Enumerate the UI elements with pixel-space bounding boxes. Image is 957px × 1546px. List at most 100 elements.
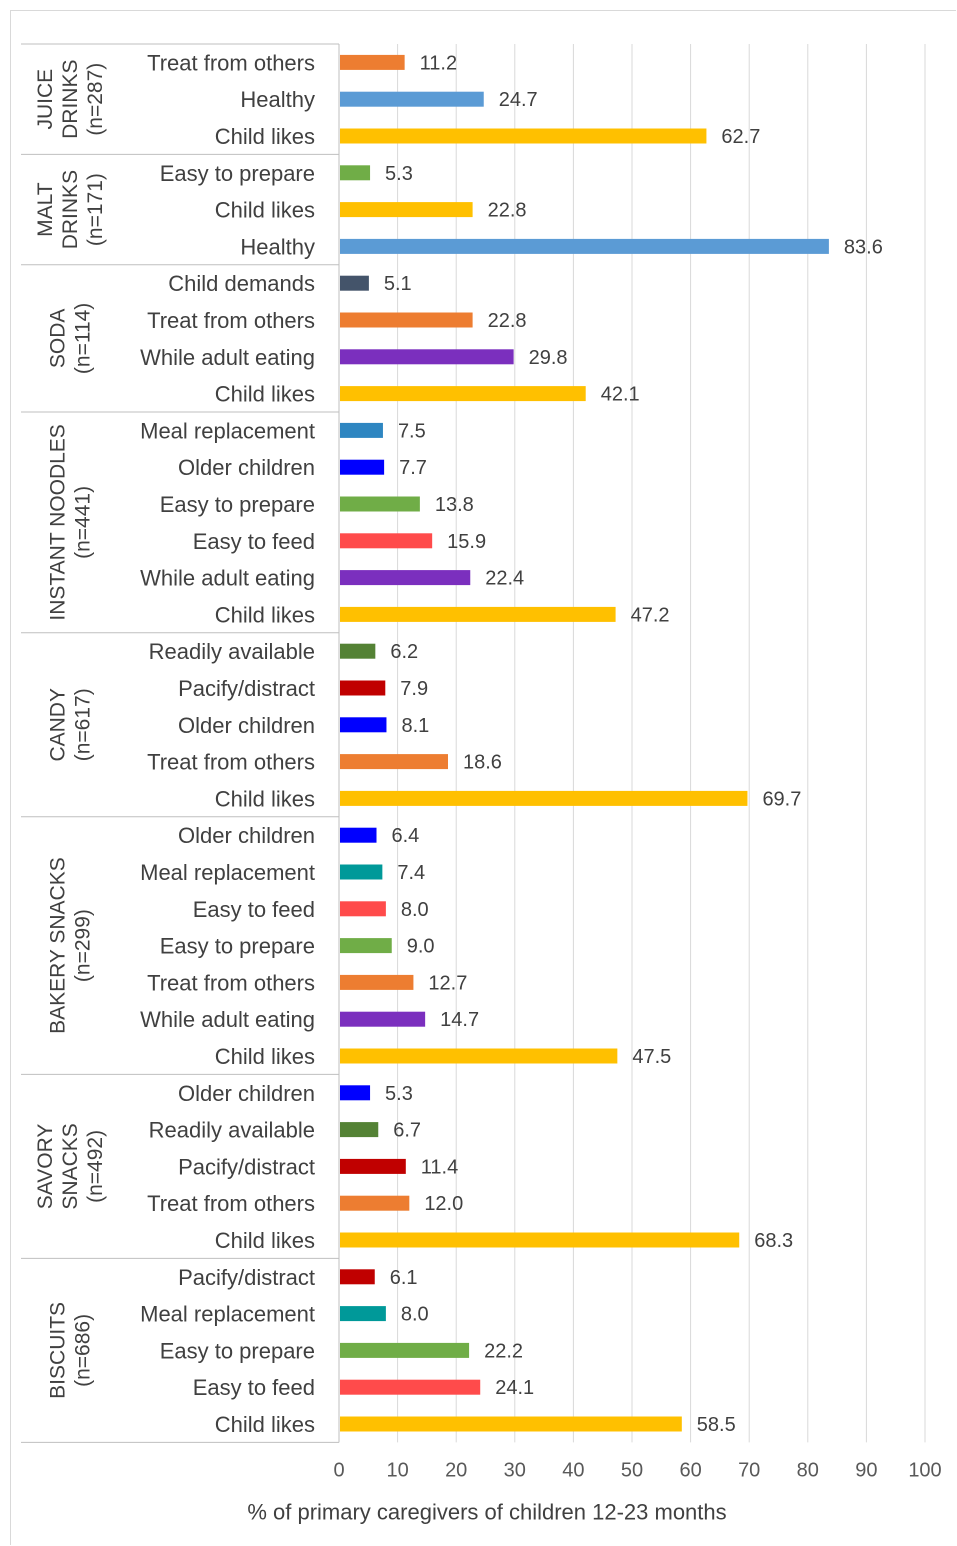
value-label: 7.5 bbox=[398, 420, 426, 442]
value-label: 22.4 bbox=[485, 568, 524, 590]
labels: 0 10 20 30 40 50 60 70 80 90 100JUICEDRINKS(n=287)… bbox=[34, 50, 942, 1481]
bar bbox=[340, 827, 377, 843]
category-label: Older children bbox=[178, 1081, 315, 1106]
category-label: Treat from others bbox=[147, 50, 315, 75]
bar bbox=[340, 754, 448, 770]
x-tick-label: 20 bbox=[445, 1459, 467, 1481]
value-label: 6.1 bbox=[390, 1267, 418, 1289]
value-label: 12.0 bbox=[424, 1193, 463, 1215]
category-label: While adult eating bbox=[140, 345, 315, 370]
category-label: Healthy bbox=[240, 87, 315, 112]
group-label-line: DRINKS bbox=[59, 170, 82, 249]
x-tick-label: 60 bbox=[679, 1459, 701, 1481]
value-label: 15.9 bbox=[447, 531, 486, 553]
group-label-line: (n=299) bbox=[72, 909, 95, 982]
value-label: 69.7 bbox=[762, 788, 801, 810]
x-tick-label: 70 bbox=[738, 1459, 760, 1481]
value-label: 11.4 bbox=[421, 1156, 458, 1178]
x-tick-label: 50 bbox=[621, 1459, 643, 1481]
bar bbox=[340, 606, 616, 622]
value-label: 8.0 bbox=[401, 899, 429, 921]
value-label: 24.1 bbox=[495, 1377, 534, 1399]
value-label: 42.1 bbox=[601, 384, 640, 406]
category-label: Pacify/distract bbox=[178, 1265, 315, 1290]
bar bbox=[340, 496, 420, 512]
category-label: Child likes bbox=[215, 786, 315, 811]
category-label: Child likes bbox=[215, 1044, 315, 1069]
value-label: 13.8 bbox=[435, 494, 474, 516]
value-label: 29.8 bbox=[529, 347, 568, 369]
group-label-line: (n=114) bbox=[72, 303, 95, 374]
value-label: 22.2 bbox=[484, 1340, 523, 1362]
group-label-line: (n=287) bbox=[84, 63, 107, 136]
value-label: 68.3 bbox=[754, 1230, 793, 1252]
bar bbox=[340, 1122, 379, 1138]
category-label: Pacify/distract bbox=[178, 1154, 315, 1179]
group-label: SODA(n=114) bbox=[47, 303, 95, 374]
category-label: Treat from others bbox=[147, 970, 315, 995]
group-label: JUICEDRINKS(n=287) bbox=[34, 60, 107, 139]
value-label: 11.2 bbox=[420, 52, 457, 74]
category-label: Treat from others bbox=[147, 308, 315, 333]
bar bbox=[340, 275, 369, 291]
category-label: Child likes bbox=[215, 1228, 315, 1253]
bar bbox=[340, 1306, 386, 1322]
bar bbox=[340, 864, 383, 880]
bar bbox=[340, 1379, 481, 1395]
x-tick-label: 10 bbox=[386, 1459, 408, 1481]
value-label: 62.7 bbox=[721, 126, 760, 148]
group-label-line: (n=617) bbox=[72, 688, 95, 761]
bar bbox=[340, 459, 385, 475]
x-tick-label: 0 bbox=[333, 1459, 344, 1481]
group-label-line: CANDY bbox=[47, 688, 70, 762]
bar bbox=[340, 128, 707, 144]
category-label: Treat from others bbox=[147, 750, 315, 775]
bar bbox=[340, 54, 405, 70]
value-label: 6.7 bbox=[393, 1120, 421, 1142]
value-label: 5.3 bbox=[385, 163, 413, 185]
x-tick-label: 100 bbox=[908, 1459, 941, 1481]
category-label: Older children bbox=[178, 455, 315, 480]
group-label-line: SNACKS bbox=[59, 1123, 82, 1209]
bar bbox=[340, 1195, 410, 1211]
group-label: INSTANT NOODLES(n=441) bbox=[47, 424, 95, 620]
group-dividers bbox=[21, 43, 340, 1443]
bar bbox=[340, 901, 386, 917]
bar bbox=[340, 938, 392, 954]
group-label-line: DRINKS bbox=[59, 60, 82, 139]
bar bbox=[340, 422, 383, 438]
bar bbox=[340, 533, 433, 549]
category-label: While adult eating bbox=[140, 1007, 315, 1032]
category-label: Meal replacement bbox=[140, 860, 315, 885]
value-label: 47.5 bbox=[632, 1046, 671, 1068]
bar bbox=[340, 1416, 682, 1432]
group-label-line: (n=492) bbox=[84, 1130, 107, 1203]
bar bbox=[340, 680, 386, 696]
category-label: Easy to prepare bbox=[160, 1338, 315, 1363]
bar bbox=[340, 1232, 740, 1248]
category-label: Child likes bbox=[215, 602, 315, 627]
x-axis-title: % of primary caregivers of children 12-2… bbox=[247, 1499, 726, 1524]
category-label: Easy to prepare bbox=[160, 492, 315, 517]
group-label: MALTDRINKS(n=171) bbox=[34, 170, 107, 249]
bar bbox=[340, 238, 829, 254]
category-label: Easy to feed bbox=[193, 529, 315, 554]
category-label: Child likes bbox=[215, 198, 315, 223]
category-label: Treat from others bbox=[147, 1191, 315, 1216]
group-label-line: BAKERY SNACKS bbox=[47, 857, 70, 1034]
x-tick-label: 30 bbox=[504, 1459, 526, 1481]
value-label: 18.6 bbox=[463, 752, 502, 774]
category-label: Readily available bbox=[149, 639, 315, 664]
category-label: Easy to prepare bbox=[160, 934, 315, 959]
bar bbox=[340, 312, 473, 328]
category-label: While adult eating bbox=[140, 566, 315, 591]
category-label: Easy to prepare bbox=[160, 161, 315, 186]
value-label: 22.8 bbox=[488, 310, 527, 332]
bar bbox=[340, 974, 414, 990]
value-label: 22.8 bbox=[488, 200, 527, 222]
bar bbox=[340, 202, 473, 218]
value-label: 14.7 bbox=[440, 1009, 479, 1031]
x-tick-label: 80 bbox=[797, 1459, 819, 1481]
group-label-line: MALT bbox=[34, 182, 57, 237]
